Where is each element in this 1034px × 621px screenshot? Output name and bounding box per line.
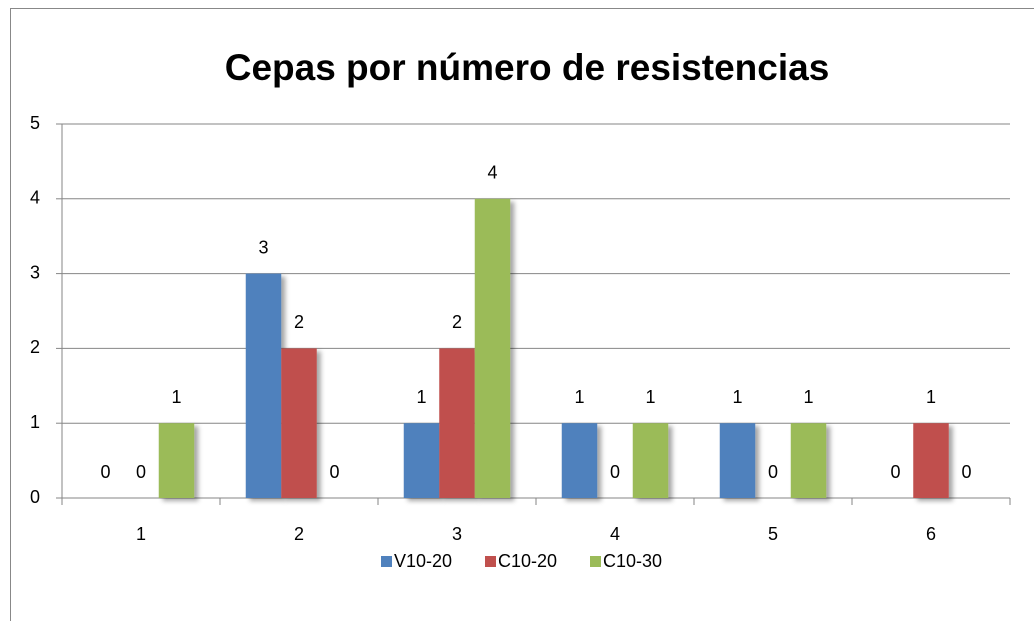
y-tick-label: 1: [30, 412, 40, 432]
data-label: 1: [416, 387, 426, 407]
data-label: 2: [294, 312, 304, 332]
chart-border: [10, 8, 1034, 621]
data-label: 4: [487, 163, 497, 183]
data-label: 1: [645, 387, 655, 407]
bar: [790, 423, 827, 498]
data-label: 0: [768, 462, 778, 482]
bar: [158, 423, 195, 498]
x-tick-label: 6: [926, 524, 936, 544]
data-label: 1: [732, 387, 742, 407]
data-label: 0: [136, 462, 146, 482]
x-tick-label: 4: [610, 524, 620, 544]
legend-label: V10-20: [394, 551, 452, 571]
bar: [403, 423, 440, 498]
data-label: 1: [574, 387, 584, 407]
x-tick-label: 2: [294, 524, 304, 544]
y-tick-label: 3: [30, 262, 40, 282]
x-tick-label: 3: [452, 524, 462, 544]
data-label: 1: [926, 387, 936, 407]
data-label: 0: [890, 462, 900, 482]
y-tick-label: 5: [30, 113, 40, 133]
data-label: 2: [452, 312, 462, 332]
data-label: 0: [100, 462, 110, 482]
chart-title: Cepas por número de resistencias: [225, 47, 830, 88]
data-label: 0: [329, 462, 339, 482]
bar: [439, 348, 475, 498]
y-tick-label: 2: [30, 337, 40, 357]
data-label: 0: [961, 462, 971, 482]
bar: [719, 423, 756, 498]
data-label: 1: [171, 387, 181, 407]
legend-swatch: [485, 556, 496, 567]
bar: [474, 198, 511, 499]
bar: [632, 423, 669, 498]
bar: [561, 423, 598, 498]
bar: [913, 423, 949, 498]
bar: [245, 273, 282, 498]
data-label: 0: [610, 462, 620, 482]
legend-swatch: [590, 556, 601, 567]
y-tick-label: 4: [30, 188, 40, 208]
x-tick-label: 5: [768, 524, 778, 544]
x-tick-label: 1: [136, 524, 146, 544]
data-label: 1: [803, 387, 813, 407]
legend-label: C10-30: [603, 551, 662, 571]
legend-swatch: [381, 556, 392, 567]
data-label: 3: [258, 237, 268, 257]
legend-label: C10-20: [498, 551, 557, 571]
y-tick-label: 0: [30, 487, 40, 507]
bar: [281, 348, 317, 498]
